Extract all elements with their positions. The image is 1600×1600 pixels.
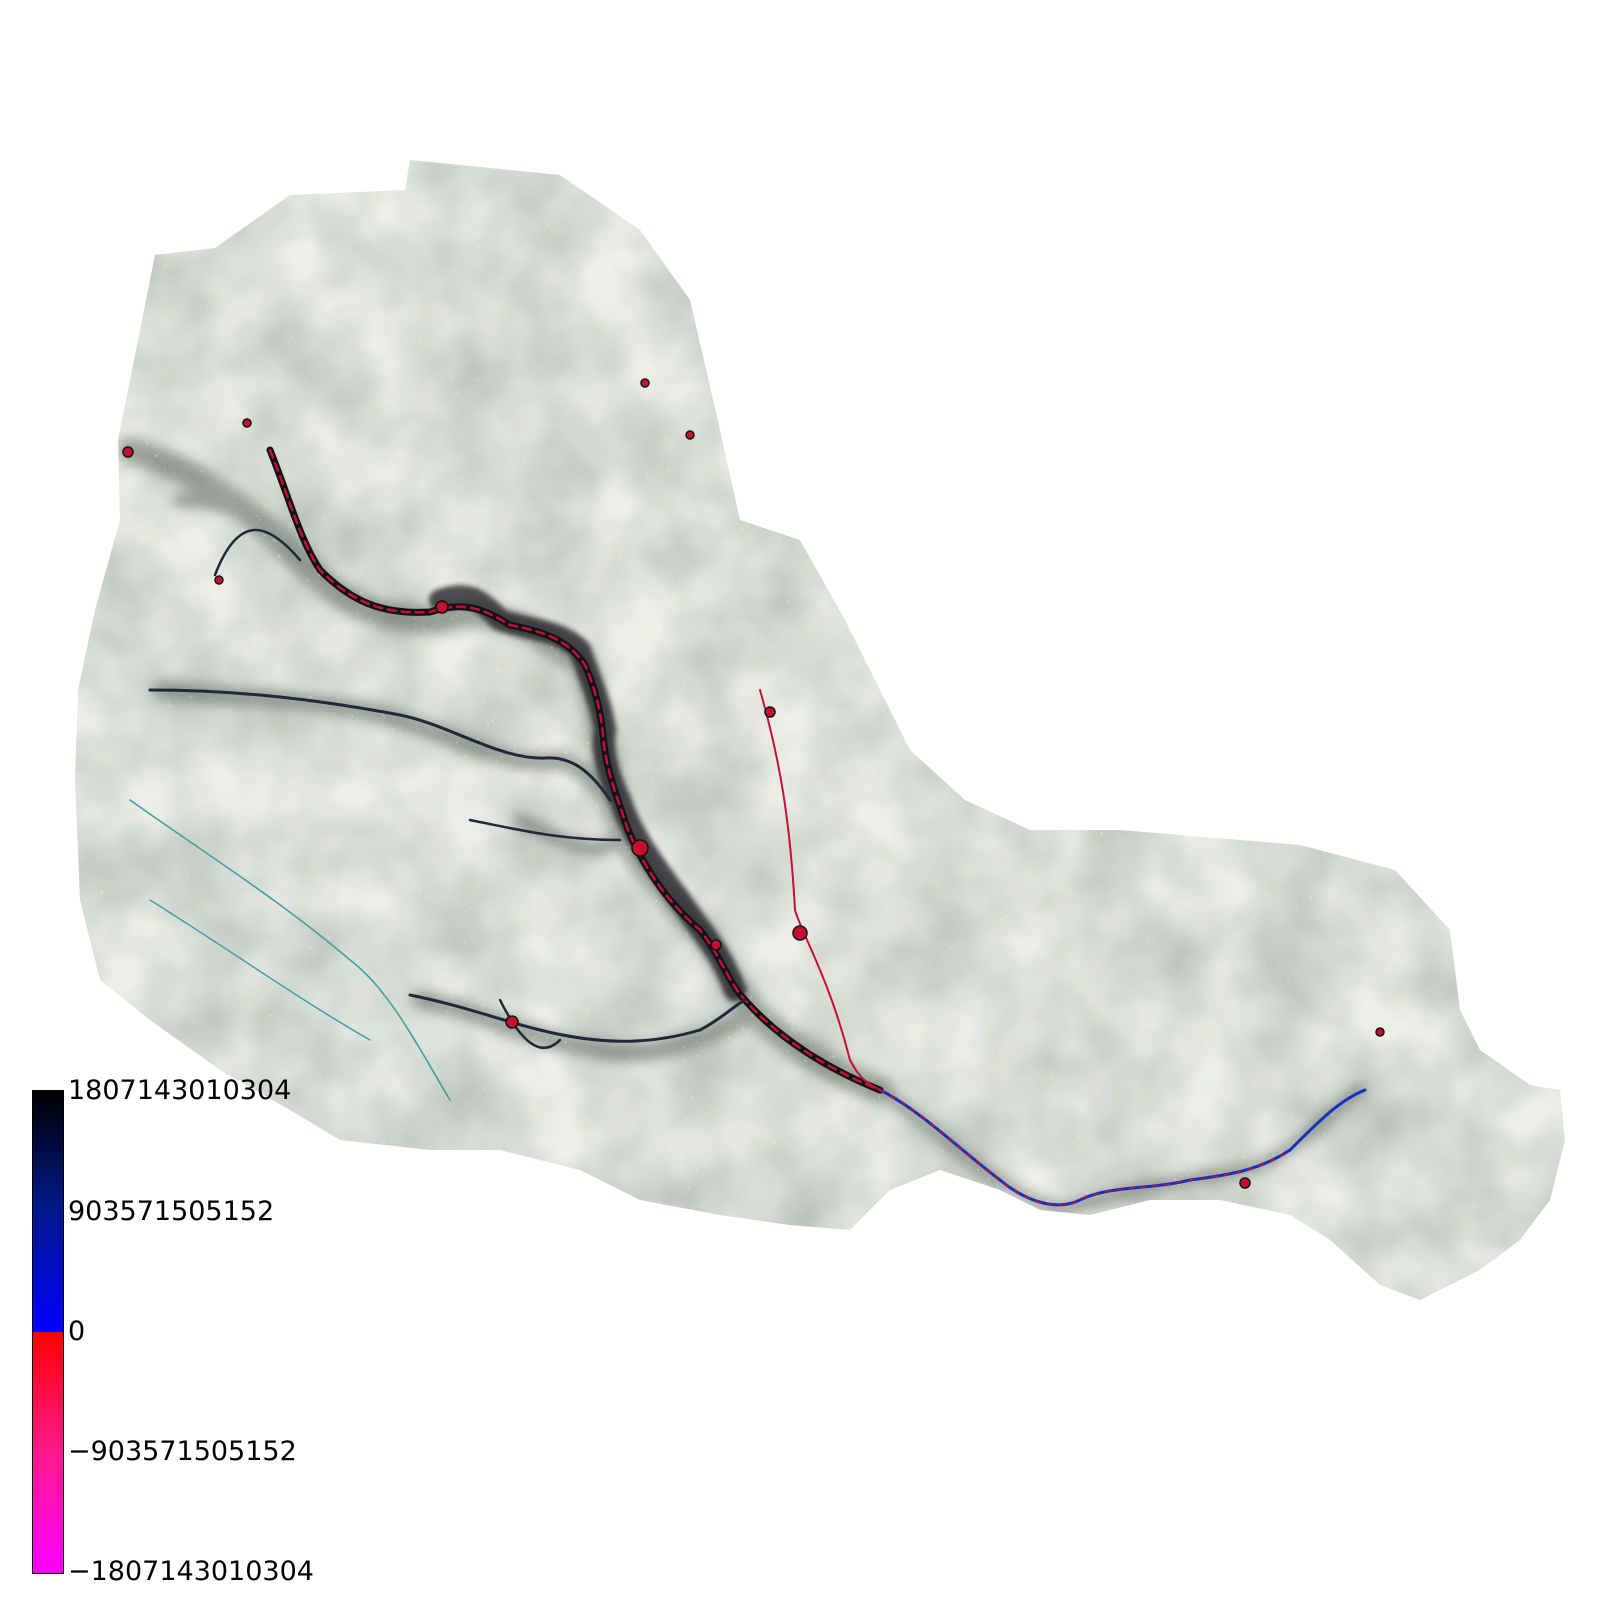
- pond-12: [640, 378, 650, 388]
- pond-5: [214, 575, 224, 585]
- tributary-far-west: [129, 799, 451, 1101]
- ponded-cells: [122, 378, 1385, 1189]
- pond-8: [1239, 1177, 1251, 1189]
- tributary-lower-left: [149, 899, 371, 1041]
- pond-4: [505, 1015, 519, 1029]
- pond-6: [792, 925, 808, 941]
- tributary-mid: [468, 818, 622, 842]
- lower-channel-red: [879, 1089, 1291, 1206]
- pond-7: [764, 706, 776, 718]
- pond-3: [710, 939, 722, 951]
- tributary-south: [498, 998, 562, 1050]
- pond-2: [631, 839, 649, 857]
- channel-network: [122, 378, 1385, 1207]
- pond-13: [1375, 1027, 1385, 1037]
- pond-11: [685, 430, 695, 440]
- tributary-northwest: [213, 528, 302, 577]
- tributary-west: [148, 688, 612, 802]
- pond-1: [435, 600, 449, 614]
- pond-9: [122, 446, 134, 458]
- pond-10: [242, 418, 252, 428]
- main-channel-red: [268, 448, 882, 1092]
- tributary-southwest: [408, 993, 747, 1043]
